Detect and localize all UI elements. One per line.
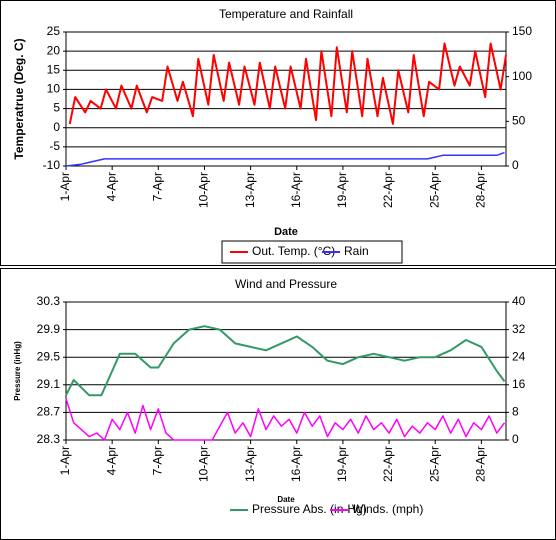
x-tick-label: 10-Apr xyxy=(197,172,211,208)
series-line xyxy=(65,325,506,397)
y2-tick-label: 8 xyxy=(512,405,519,419)
x-tick-label: 4-Apr xyxy=(104,172,118,201)
y-tick-label: 25 xyxy=(47,24,61,38)
x-tick-label: 25-Apr xyxy=(427,446,441,482)
x-tick-label: 13-Apr xyxy=(243,446,257,482)
y-tick-label: 29.1 xyxy=(37,377,61,391)
y2-tick-label: 0 xyxy=(512,432,519,446)
y-tick-label: 28.3 xyxy=(37,432,61,446)
x-tick-label: 7-Apr xyxy=(150,446,164,475)
y-tick-label: -10 xyxy=(43,158,61,172)
x-tick-label: 16-Apr xyxy=(289,446,303,482)
y2-tick-label: 16 xyxy=(512,377,526,391)
legend-label: Out. Temp. (°C) xyxy=(252,244,335,258)
y2-tick-label: 50 xyxy=(512,114,526,128)
x-tick-label: 1-Apr xyxy=(58,172,72,201)
x-tick-label: 28-Apr xyxy=(474,172,488,208)
plot-border xyxy=(65,31,507,167)
legend-label: Rain xyxy=(344,244,369,258)
x-tick-label: 25-Apr xyxy=(427,172,441,208)
y-tick-label: -5 xyxy=(49,139,60,153)
x-tick-label: 13-Apr xyxy=(243,172,257,208)
x-tick-label: 22-Apr xyxy=(381,172,395,208)
y2-tick-label: 24 xyxy=(512,349,526,363)
y2-tick-label: 100 xyxy=(512,69,532,83)
legend-box xyxy=(221,240,403,264)
legend-label: Pressure Abs. (in-Hg) xyxy=(252,502,367,516)
series-line xyxy=(65,398,506,441)
y2-tick-label: 32 xyxy=(512,322,526,336)
x-axis-label: Date xyxy=(277,495,295,504)
x-tick-label: 4-Apr xyxy=(104,446,118,475)
chart-title: Temperature and Rainfall xyxy=(219,7,353,21)
x-axis-label: Date xyxy=(274,226,298,238)
series-line xyxy=(68,42,507,125)
x-tick-label: 28-Apr xyxy=(474,446,488,482)
x-tick-label: 19-Apr xyxy=(335,172,349,208)
y-tick-label: 20 xyxy=(47,43,61,57)
y2-tick-label: 40 xyxy=(512,294,526,308)
y-axis-label: Pressure (inHg) xyxy=(13,341,22,401)
series-line xyxy=(65,151,505,167)
x-tick-label: 16-Apr xyxy=(289,172,303,208)
x-tick-label: 1-Apr xyxy=(58,446,72,475)
x-tick-label: 19-Apr xyxy=(335,446,349,482)
y-tick-label: 10 xyxy=(47,82,61,96)
y-tick-label: 0 xyxy=(53,120,60,134)
y-tick-label: 30.3 xyxy=(37,294,61,308)
legend-label: Winds. (mph) xyxy=(352,502,423,516)
y-tick-label: 28.7 xyxy=(37,405,61,419)
chart-title: Wind and Pressure xyxy=(235,277,337,291)
y-tick-label: 29.9 xyxy=(37,322,61,336)
y2-tick-label: 0 xyxy=(512,158,519,172)
y-tick-label: 5 xyxy=(53,101,60,115)
y-axis-label: Temperatrue (Deg. C) xyxy=(12,38,26,159)
x-tick-label: 22-Apr xyxy=(381,446,395,482)
x-tick-label: 10-Apr xyxy=(197,446,211,482)
y2-tick-label: 150 xyxy=(512,24,532,38)
plot-border xyxy=(65,301,507,441)
x-tick-label: 7-Apr xyxy=(150,172,164,201)
y-tick-label: 15 xyxy=(47,62,61,76)
y-tick-label: 29.5 xyxy=(37,349,61,363)
